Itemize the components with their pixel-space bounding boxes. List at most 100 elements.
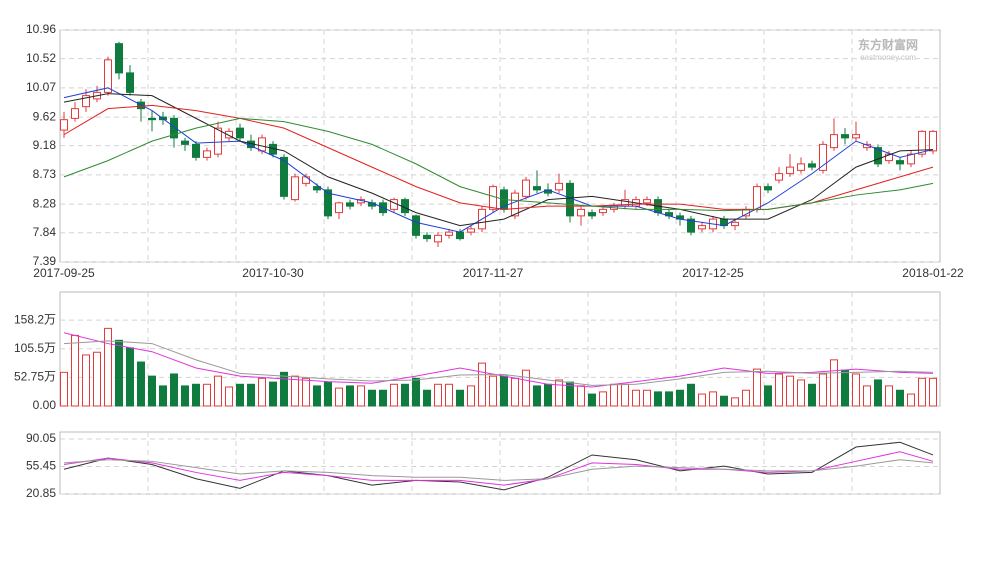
candle-body — [445, 231, 453, 236]
volume-bar — [808, 383, 816, 407]
watermark-sub: eastmoney.com — [860, 53, 916, 62]
volume-bar — [225, 386, 233, 407]
volume-bar — [456, 389, 464, 407]
candle-body — [896, 160, 904, 165]
y-tick-label: 52.75万 — [14, 370, 56, 384]
volume-bar — [687, 383, 695, 407]
volume-bar — [148, 375, 156, 407]
candle-body — [126, 72, 134, 93]
candle-body — [60, 119, 68, 131]
candle-body — [753, 186, 761, 210]
moving-average — [63, 93, 934, 227]
volume-bar — [478, 362, 486, 407]
candle-body — [423, 234, 431, 240]
y-tick-label: 7.39 — [33, 254, 57, 268]
volume-bar — [434, 383, 442, 407]
candle-body — [71, 108, 79, 119]
candle-body — [203, 150, 211, 158]
candle-body — [236, 127, 244, 139]
volume-bar — [280, 371, 288, 407]
volume-bar — [863, 385, 871, 407]
volume-bar — [203, 383, 211, 407]
volume-bar — [401, 383, 409, 407]
y-tick-label: 10.96 — [26, 22, 56, 36]
volume-bar — [610, 383, 618, 407]
y-tick-label: 9.62 — [33, 109, 57, 123]
candle-body — [434, 234, 442, 243]
y-tick-label: 8.28 — [33, 196, 57, 210]
candle-body — [577, 208, 585, 217]
volume-bar — [379, 389, 387, 407]
volume-bar — [566, 381, 574, 407]
candle-body — [841, 134, 849, 139]
candle-body — [412, 215, 420, 236]
volume-bar — [632, 389, 640, 407]
x-tick-label: 2017-10-30 — [242, 266, 304, 280]
volume-bar — [775, 373, 783, 407]
volume-bar — [324, 381, 332, 407]
volume-bar — [412, 377, 420, 407]
volume-bar — [753, 368, 761, 407]
volume-bar — [104, 327, 112, 407]
volume-bar — [522, 369, 530, 407]
volume-bar — [555, 379, 563, 407]
candle-body — [786, 166, 794, 175]
y-tick-label: 9.18 — [33, 138, 57, 152]
volume-bar — [852, 373, 860, 407]
y-tick-label: 10.07 — [26, 80, 56, 94]
candle-body — [775, 173, 783, 181]
volume-bar — [874, 379, 882, 407]
candle-body — [104, 59, 112, 93]
volume-average — [63, 340, 934, 386]
volume-bar — [214, 375, 222, 407]
indicator-line — [63, 441, 934, 491]
candle-body — [533, 186, 541, 191]
indicator-line — [63, 459, 934, 481]
volume-average — [63, 332, 934, 388]
volume-bar — [764, 385, 772, 407]
x-tick-label: 2017-09-25 — [33, 266, 95, 280]
volume-bar — [511, 377, 519, 407]
candle-body — [214, 127, 222, 155]
volume-bar — [588, 393, 596, 407]
candle-body — [456, 231, 464, 240]
candle-body — [885, 153, 893, 162]
volume-bar — [830, 359, 838, 407]
candle-body — [874, 147, 882, 165]
volume-bar — [885, 385, 893, 407]
volume-bar — [181, 385, 189, 407]
candle-body — [830, 134, 838, 149]
volume-bar — [346, 385, 354, 407]
candle-body — [324, 189, 332, 217]
volume-bar — [60, 371, 68, 407]
volume-bar — [126, 347, 134, 407]
volume-bar — [170, 373, 178, 407]
volume-bar — [599, 391, 607, 407]
volume-bar — [577, 385, 585, 407]
volume-bar — [269, 381, 277, 407]
volume-bar — [918, 377, 926, 407]
candle-body — [302, 176, 310, 184]
volume-bar — [533, 385, 541, 407]
candle-body — [588, 212, 596, 217]
volume-bar — [467, 385, 475, 407]
candle-body — [555, 182, 563, 191]
volume-bar — [841, 369, 849, 407]
candle-body — [192, 143, 200, 158]
candle-body — [907, 153, 915, 165]
y-tick-label: 7.84 — [33, 225, 57, 239]
volume-bar — [159, 385, 167, 407]
volume-bar — [665, 391, 673, 407]
candle-body — [819, 143, 827, 171]
y-tick-label: 0.00 — [33, 398, 57, 412]
volume-bar — [82, 354, 90, 407]
candle-body — [82, 95, 90, 108]
y-tick-label: 20.85 — [26, 486, 56, 500]
volume-bar — [676, 389, 684, 407]
candle-body — [797, 163, 805, 171]
x-tick-label: 2017-12-25 — [682, 266, 744, 280]
candle-body — [148, 117, 156, 121]
candle-body — [291, 176, 299, 201]
volume-bar — [445, 383, 453, 407]
